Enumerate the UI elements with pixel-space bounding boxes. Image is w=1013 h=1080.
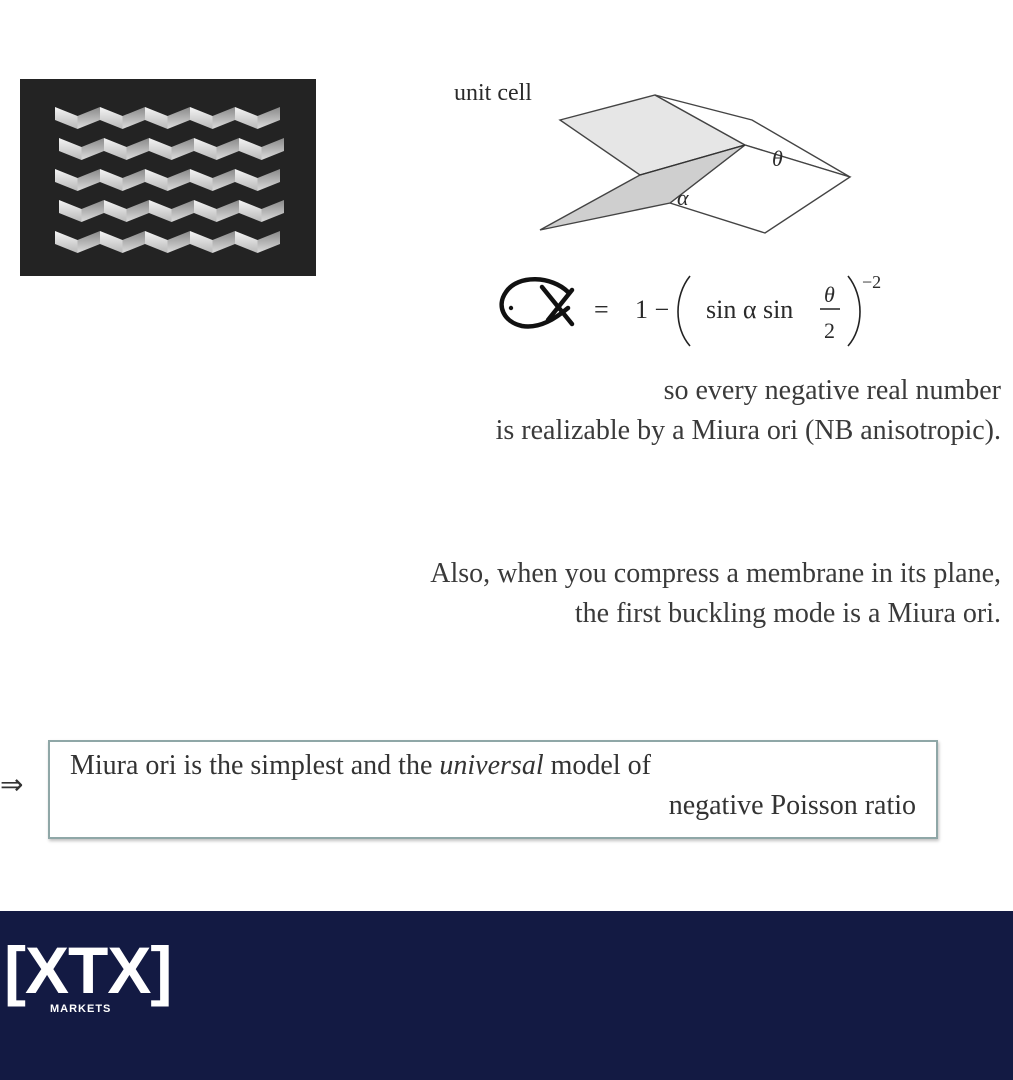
miura-fold-facet [126,200,149,222]
one-minus: 1 − [635,295,669,324]
miura-fold-facet [257,107,280,129]
equals-sign: = [594,295,609,324]
exponent: −2 [862,272,881,292]
miura-fold-facet [235,231,258,253]
miura-fold-facet [190,169,213,191]
miura-fold-facet [167,231,190,253]
miura-fold-facet [104,200,127,222]
miura-fold-facet [194,200,217,222]
miura-fold-facet [81,200,104,222]
miura-fold-facet [171,200,194,222]
miura-ori-photo [20,79,316,276]
miura-fold-facet [235,107,258,129]
miura-fold-facet [216,138,239,160]
miura-fold-facet [149,138,172,160]
miura-fold-facet [167,107,190,129]
miura-fold-facet [77,107,100,129]
miura-fold-facet [100,107,123,129]
miura-fold-facet [100,169,123,191]
theta-label: θ [772,146,783,171]
miura-fold-facet [257,231,280,253]
buckling-line-2: the first buckling mode is a Miura ori. [574,598,1001,629]
miura-fold-facet [104,138,127,160]
realizability-line-1: so every negative real number [663,375,1001,406]
miura-fold-facet [126,138,149,160]
miura-fold-facet [145,107,168,129]
miura-fold-facet [235,169,258,191]
miura-fold-facet [81,138,104,160]
poisson-ratio-formula: = 1 − sin α sin θ 2 −2 [490,262,910,352]
theta-numerator: θ [824,282,835,307]
sin-alpha-term: sin α sin [706,295,793,324]
unit-cell-diagram: unit cell θ α [440,70,870,245]
conclusion-part-1: Miura ori is the simplest and the [70,750,440,781]
conclusion-emphasis: universal [439,750,544,781]
miura-fold-facet [55,169,78,191]
miura-fold-facet [145,169,168,191]
footer-bar: [XTX] MARKETS [0,911,1013,1080]
miura-fold-facet [122,169,145,191]
miura-ori-photo-graphic [20,79,316,276]
miura-fold-facet [257,169,280,191]
miura-fold-facet [171,138,194,160]
miura-fold-facet [122,107,145,129]
miura-fold-facet [194,138,217,160]
miura-fold-facet [59,138,82,160]
conclusion-part-2: model of [543,750,651,781]
miura-fold-facet [261,138,284,160]
miura-fold-facet [77,169,100,191]
miura-fold-facet [239,200,262,222]
miura-fold-facet [167,169,190,191]
buckling-line-1: Also, when you compress a membrane in it… [430,558,1001,589]
logo-main-text: [XTX] [4,933,172,1007]
miura-fold-facet [190,231,213,253]
miura-fold-facet [212,231,235,253]
realizability-statement: so every negative real number is realiza… [496,371,1001,451]
miura-fold-facet [55,107,78,129]
miura-fold-facet [55,231,78,253]
miura-fold-facet [212,107,235,129]
buckling-statement: Also, when you compress a membrane in it… [430,554,1001,634]
miura-fold-facet [149,200,172,222]
miura-fold-facet [77,231,100,253]
fish-symbol-icon [499,277,575,329]
xtx-logo: [XTX] MARKETS [4,933,172,1015]
conclusion-line-1: Miura ori is the simplest and the univer… [70,750,651,782]
two-denominator: 2 [824,318,835,343]
miura-fold-facet [100,231,123,253]
miura-fold-facet [261,200,284,222]
alpha-label: α [677,185,689,210]
realizability-line-2: is realizable by a Miura ori (NB anisotr… [495,415,1001,446]
unit-cell-graphic: unit cell θ α [454,80,852,234]
formula-graphic: = 1 − sin α sin θ 2 −2 [499,272,881,347]
logo-sub-text: MARKETS [50,1003,112,1015]
miura-fold-facet [216,200,239,222]
miura-fold-facet [239,138,262,160]
miura-fold-facet [212,169,235,191]
unit-cell-label: unit cell [454,80,532,106]
conclusion-box: Miura ori is the simplest and the univer… [48,740,938,839]
miura-fold-facet [122,231,145,253]
conclusion-line-2: negative Poisson ratio [668,790,916,821]
miura-fold-facet [145,231,168,253]
miura-fold-facet [59,200,82,222]
implies-arrow-icon: ⇒ [0,768,24,801]
miura-fold-facet [190,107,213,129]
